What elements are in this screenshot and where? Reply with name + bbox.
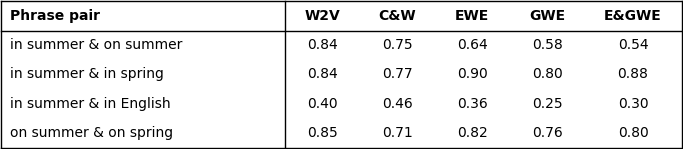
Text: Phrase pair: Phrase pair	[10, 9, 100, 23]
Text: 0.88: 0.88	[617, 67, 648, 82]
Text: 0.54: 0.54	[617, 38, 648, 52]
Text: 0.75: 0.75	[382, 38, 413, 52]
Text: C&W: C&W	[379, 9, 417, 23]
Text: 0.77: 0.77	[382, 67, 413, 82]
Text: 0.58: 0.58	[531, 38, 562, 52]
Text: 0.85: 0.85	[307, 126, 338, 140]
Text: W2V: W2V	[305, 9, 341, 23]
Text: 0.84: 0.84	[307, 38, 338, 52]
Text: 0.80: 0.80	[531, 67, 562, 82]
Text: in summer & in English: in summer & in English	[10, 97, 170, 111]
Text: 0.82: 0.82	[457, 126, 488, 140]
Text: GWE: GWE	[529, 9, 565, 23]
Text: 0.64: 0.64	[457, 38, 488, 52]
Text: 0.36: 0.36	[457, 97, 488, 111]
Text: 0.71: 0.71	[382, 126, 413, 140]
Text: 0.40: 0.40	[307, 97, 338, 111]
Text: 0.80: 0.80	[617, 126, 648, 140]
Text: E&GWE: E&GWE	[604, 9, 662, 23]
Text: 0.76: 0.76	[531, 126, 562, 140]
Text: EWE: EWE	[455, 9, 490, 23]
Text: 0.84: 0.84	[307, 67, 338, 82]
Text: 0.30: 0.30	[617, 97, 648, 111]
Text: on summer & on spring: on summer & on spring	[10, 126, 173, 140]
Text: in summer & on summer: in summer & on summer	[10, 38, 182, 52]
Text: 0.90: 0.90	[457, 67, 488, 82]
Text: 0.25: 0.25	[532, 97, 562, 111]
Text: in summer & in spring: in summer & in spring	[10, 67, 163, 82]
Text: 0.46: 0.46	[382, 97, 413, 111]
